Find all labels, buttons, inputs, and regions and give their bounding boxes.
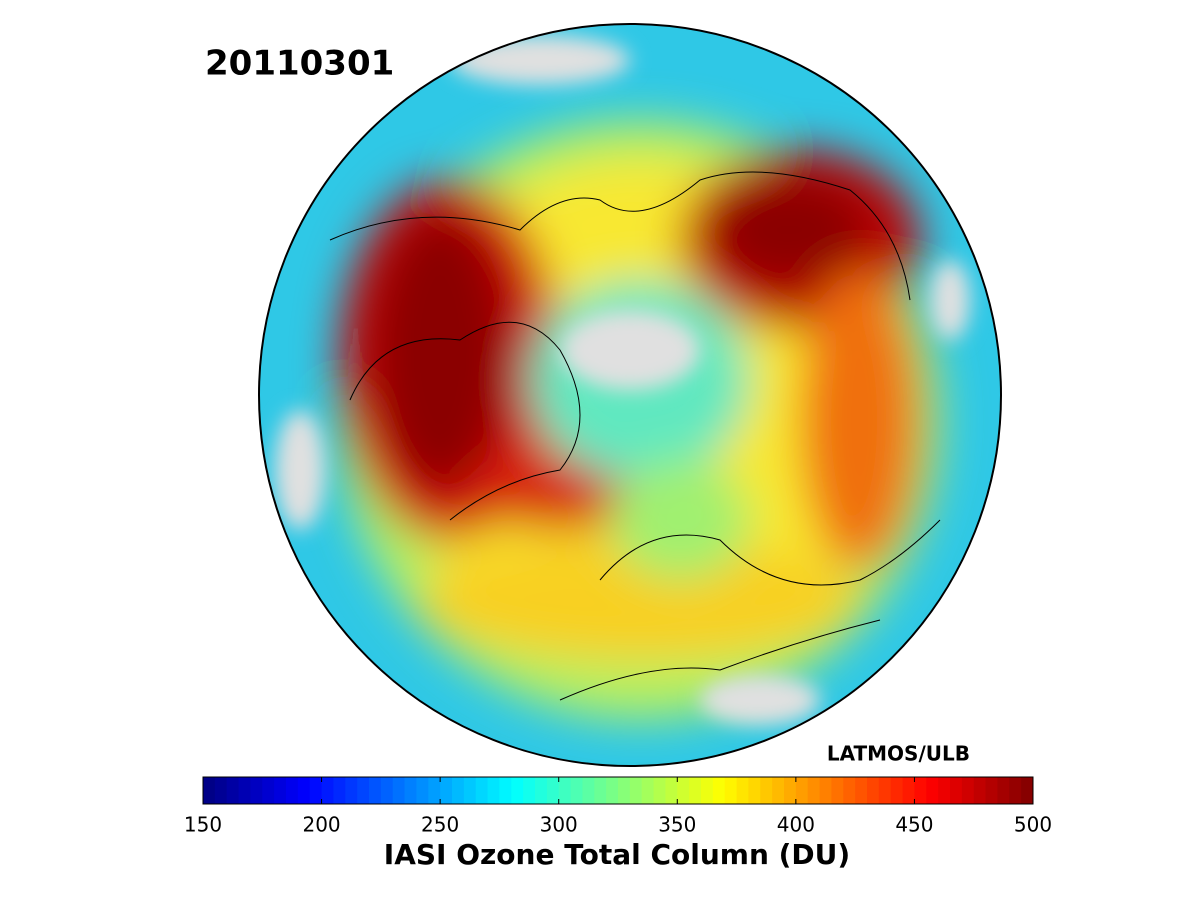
colorbar-cell <box>701 777 714 804</box>
tick-label: 450 <box>895 813 933 837</box>
tick-label: 200 <box>302 813 340 837</box>
colorbar-cell <box>321 777 334 804</box>
colorbar-cell <box>286 777 299 804</box>
colorbar-cell <box>463 777 477 804</box>
colorbar-cell <box>831 777 844 804</box>
colorbar-cell <box>961 777 975 804</box>
colorbar-cell <box>594 777 607 804</box>
colorbar-cell <box>712 777 726 804</box>
colorbar-cell <box>380 777 394 804</box>
colorbar-cell <box>274 777 287 804</box>
colorbar: 150 200 250 300 350 400 450 500 <box>184 776 1052 837</box>
tick-label: 350 <box>658 813 696 837</box>
coastlines <box>329 171 941 701</box>
colorbar-cell <box>546 777 560 804</box>
colorbar-cell <box>736 777 749 804</box>
colorbar-cell <box>214 777 228 804</box>
colorbar-cell <box>653 777 666 804</box>
colorbar-cell <box>499 777 512 804</box>
colorbar-cell <box>357 777 370 804</box>
colorbar-cell <box>369 777 382 804</box>
colorbar-cell <box>487 777 500 804</box>
colorbar-cell <box>748 777 761 804</box>
tick-label: 300 <box>540 813 578 837</box>
colorbar-cell <box>914 777 927 804</box>
colorbar-cell <box>262 777 275 804</box>
colorbar-cell <box>819 777 832 804</box>
credit: LATMOS/ULB <box>827 742 970 766</box>
colorbar-cell <box>345 777 358 804</box>
colorbar-cell <box>902 777 915 804</box>
colorbar-frame <box>202 776 1034 805</box>
colorbar-cell <box>807 777 821 804</box>
missing-data <box>275 35 970 725</box>
colorbar-cell <box>558 777 572 804</box>
colorbar-cell <box>333 777 346 804</box>
colorbar-cell <box>890 777 904 804</box>
colorbar-cell <box>1009 777 1022 804</box>
colorbar-cell <box>985 777 998 804</box>
colorbar-cell <box>309 777 323 804</box>
colorbar-label: IASI Ozone Total Column (DU) <box>384 838 850 871</box>
ozone-field <box>340 120 940 720</box>
colorbar-cell <box>795 777 809 804</box>
colorbar-cell <box>938 777 951 804</box>
colorbar-cell <box>250 777 263 804</box>
colorbar-cell <box>878 777 892 804</box>
colorbar-cell <box>226 777 240 804</box>
colorbar-cell <box>440 777 453 804</box>
colorbar-cell <box>238 777 251 804</box>
colorbar-cell <box>475 777 489 804</box>
colorbar-cell <box>570 777 583 804</box>
colorbar-cell <box>665 777 678 804</box>
tick-label: 400 <box>777 813 815 837</box>
colorbar-cell <box>772 777 785 804</box>
colorbar-cell <box>606 777 619 804</box>
colorbar-cell <box>689 777 702 804</box>
colorbar-cell <box>618 777 631 804</box>
colorbar-cell <box>760 777 773 804</box>
tick-label: 250 <box>421 813 459 837</box>
colorbar-cell <box>535 777 548 804</box>
date-label: 20110301 <box>205 44 394 84</box>
colorbar-cell <box>926 777 939 804</box>
colorbar-cell <box>404 777 417 804</box>
colorbar-cell <box>867 777 880 804</box>
colorbar-cell <box>855 777 868 804</box>
colorbar-cell <box>203 777 216 804</box>
colorbar-cell <box>629 777 643 804</box>
tick-label: 500 <box>1014 813 1052 837</box>
colorbar-cell <box>997 777 1010 804</box>
colorbar-cell <box>677 777 690 804</box>
colorbar-cell <box>511 777 524 804</box>
colorbar-cell <box>523 777 536 804</box>
colorbar-cell <box>416 777 429 804</box>
colorbar-cell <box>784 777 797 804</box>
colorbar-cell <box>392 777 406 804</box>
colorbar-cell <box>641 777 655 804</box>
colorbar-cell <box>843 777 856 804</box>
colorbar-cell <box>428 777 441 804</box>
colorbar-cell <box>973 777 987 804</box>
colorbar-cell <box>724 777 738 804</box>
colorbar-cell <box>950 777 963 804</box>
tick-label: 150 <box>184 813 222 837</box>
colorbar-cell <box>297 777 311 804</box>
colorbar-cell <box>582 777 595 804</box>
globe <box>259 24 1001 766</box>
colorbar-cell <box>1021 777 1034 804</box>
globe-outline <box>258 23 1002 767</box>
colorbar-cell <box>452 777 465 804</box>
